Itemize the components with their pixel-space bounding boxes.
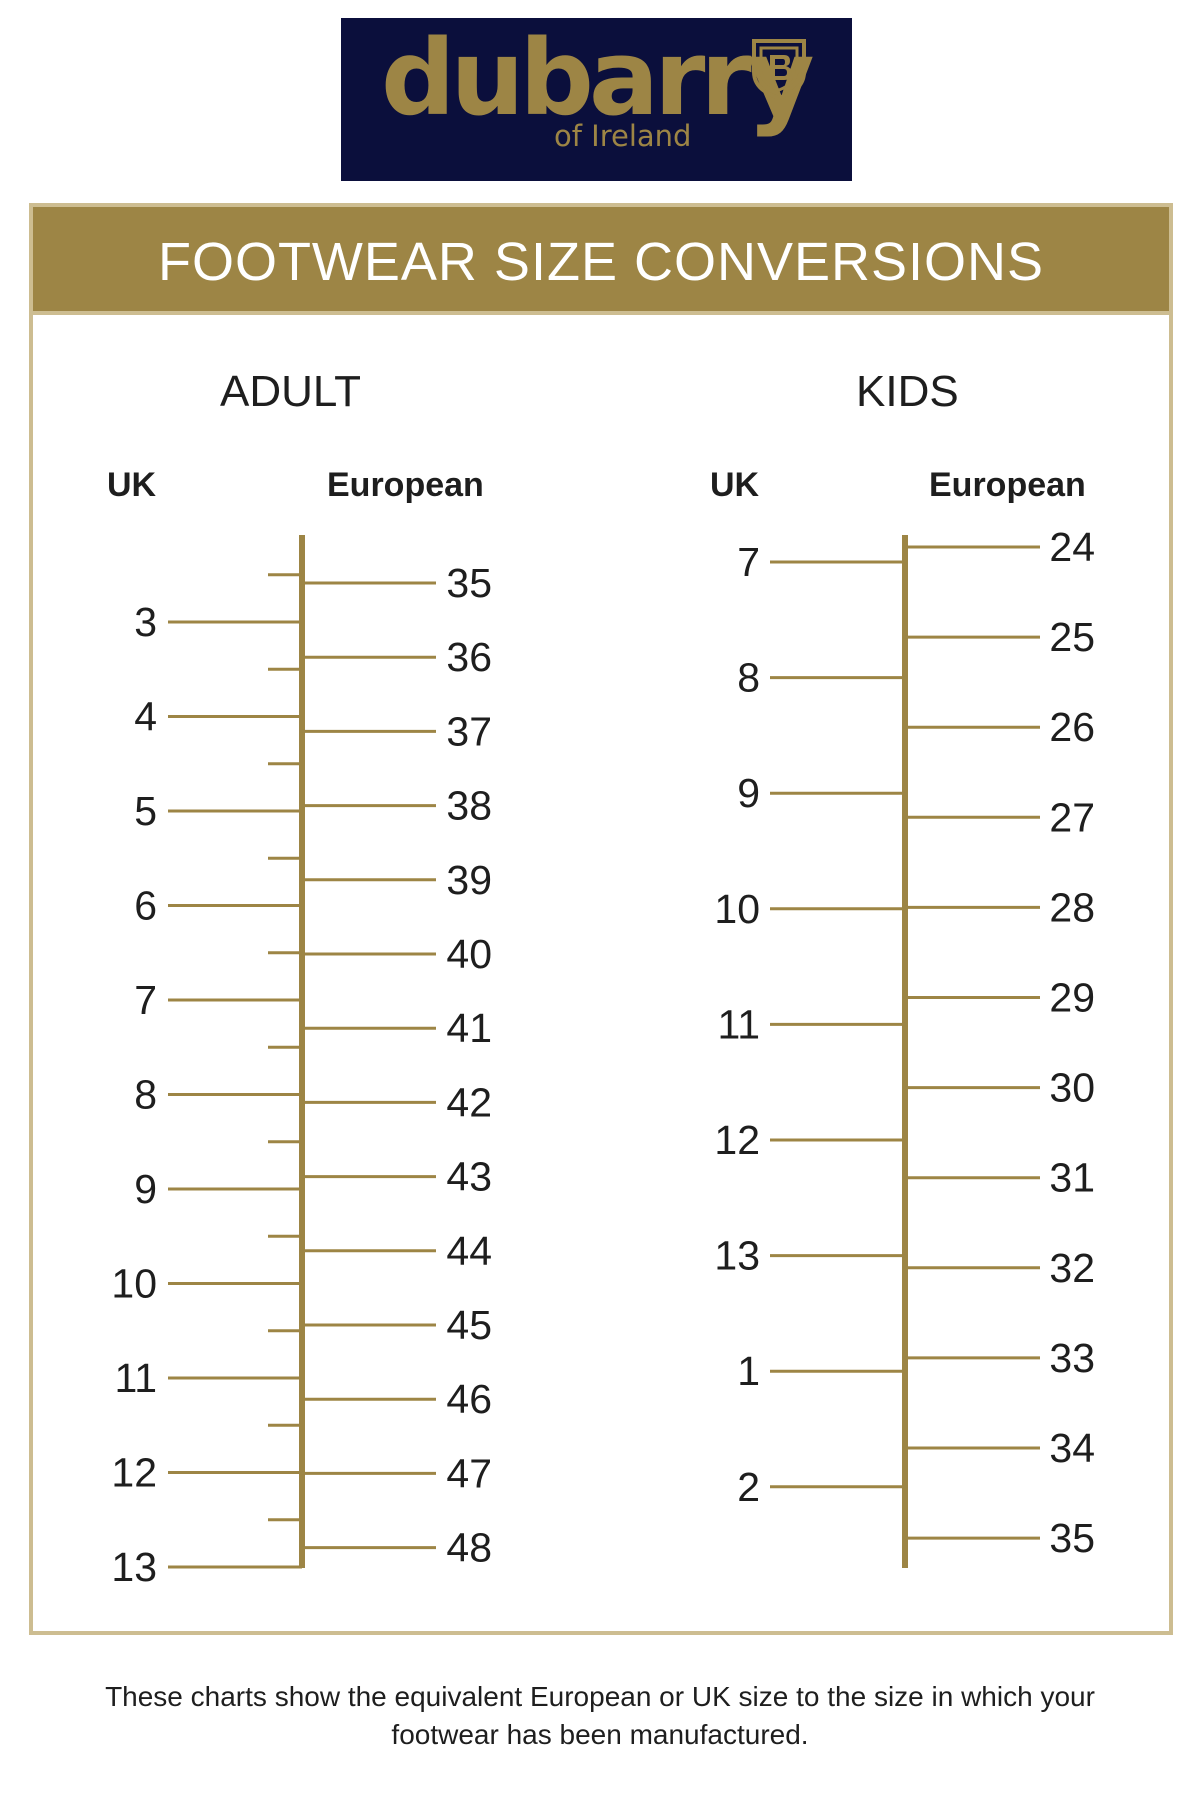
- adult-section-title: ADULT: [220, 367, 361, 416]
- kids-uk-label: 1: [737, 1348, 760, 1394]
- kids-uk-label: 11: [717, 1001, 760, 1047]
- kids-eu-label: 28: [1049, 884, 1095, 930]
- adult-uk-label: 13: [111, 1544, 157, 1590]
- adult-uk-header: UK: [107, 466, 157, 504]
- kids-uk-header: UK: [710, 466, 760, 504]
- kids-eu-label: 24: [1049, 524, 1095, 570]
- logo-subtitle: of Ireland: [554, 119, 692, 153]
- adult-eu-label: 42: [446, 1079, 492, 1125]
- adult-uk-label: 9: [134, 1166, 157, 1212]
- kids-uk-label: 2: [737, 1464, 760, 1510]
- adult-uk-label: 6: [134, 883, 157, 929]
- adult-eu-label: 43: [446, 1154, 492, 1200]
- adult-uk-label: 4: [134, 694, 157, 740]
- kids-eu-label: 26: [1049, 704, 1095, 750]
- adult-eu-label: 45: [446, 1302, 492, 1348]
- adult-uk-label: 10: [111, 1261, 157, 1307]
- adult-eu-label: 44: [446, 1228, 492, 1274]
- kids-eu-label: 27: [1049, 794, 1095, 840]
- dubarry-logo: dubarry of Ireland: [341, 18, 852, 181]
- kids-uk-label: 12: [714, 1117, 760, 1163]
- kids-eu-label: 31: [1049, 1155, 1095, 1201]
- adult-eu-label: 37: [446, 708, 492, 754]
- kids-uk-label: 10: [714, 886, 760, 932]
- kids-uk-label: 7: [737, 539, 760, 585]
- adult-uk-label: 12: [111, 1450, 157, 1496]
- kids-eu-label: 30: [1049, 1065, 1095, 1111]
- kids-uk-label: 9: [737, 770, 760, 816]
- shield-crest-icon: [752, 39, 806, 100]
- kids-eu-label: 33: [1049, 1335, 1095, 1381]
- adult-eu-label: 40: [446, 931, 492, 977]
- kids-uk-label: 8: [737, 655, 760, 701]
- footnote-line-2: footwear has been manufactured.: [391, 1719, 809, 1750]
- kids-eu-header: European: [929, 466, 1086, 504]
- kids-uk-label: 13: [714, 1233, 760, 1279]
- footnote: These charts show the equivalent Europea…: [30, 1678, 1170, 1754]
- footnote-line-1: These charts show the equivalent Europea…: [105, 1681, 1095, 1712]
- adult-uk-label: 11: [114, 1355, 157, 1401]
- kids-eu-label: 34: [1049, 1425, 1095, 1471]
- kids-section-title: KIDS: [856, 367, 959, 416]
- adult-uk-label: 8: [134, 1072, 157, 1118]
- kids-eu-label: 25: [1049, 614, 1095, 660]
- title-banner: FOOTWEAR SIZE CONVERSIONS: [29, 203, 1173, 315]
- kids-eu-label: 29: [1049, 975, 1095, 1021]
- adult-eu-label: 41: [446, 1005, 492, 1051]
- adult-uk-label: 5: [134, 788, 157, 834]
- adult-eu-label: 47: [446, 1450, 492, 1496]
- adult-eu-header: European: [327, 466, 484, 504]
- logo-wordmark: dubarry: [381, 17, 814, 139]
- kids-eu-label: 32: [1049, 1245, 1095, 1291]
- adult-eu-label: 46: [446, 1376, 492, 1422]
- adult-uk-label: 7: [134, 977, 157, 1023]
- adult-eu-label: 38: [446, 783, 492, 829]
- adult-uk-label: 3: [134, 599, 157, 645]
- kids-eu-label: 35: [1049, 1515, 1095, 1561]
- page-title: FOOTWEAR SIZE CONVERSIONS: [157, 232, 1045, 292]
- adult-eu-label: 39: [446, 857, 492, 903]
- adult-eu-label: 35: [446, 560, 492, 606]
- adult-eu-label: 48: [446, 1525, 492, 1571]
- adult-eu-label: 36: [446, 634, 492, 680]
